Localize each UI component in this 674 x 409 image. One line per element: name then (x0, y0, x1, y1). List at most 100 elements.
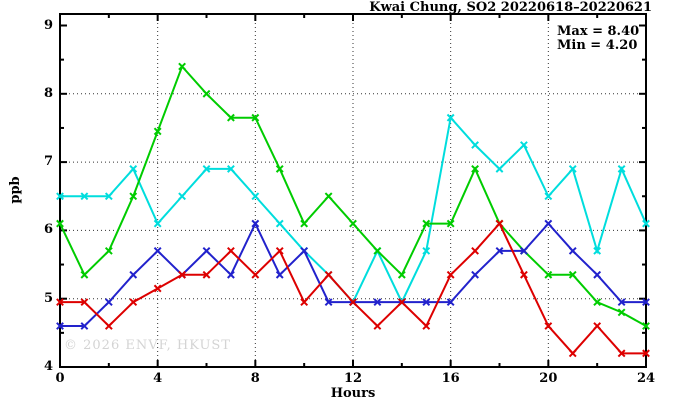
blue-series (56, 219, 650, 330)
red-series-marker (80, 298, 89, 307)
red-series (56, 219, 650, 358)
red-series-marker (227, 246, 235, 255)
x-tick-label: 12 (343, 371, 363, 386)
cyan-series-marker (642, 219, 650, 228)
blue-series-marker (251, 219, 260, 228)
green-series-marker (422, 219, 431, 228)
green-series-marker (324, 192, 333, 201)
cyan-series-marker (275, 219, 284, 228)
cyan-series-marker (422, 246, 431, 255)
green-series-marker (227, 113, 235, 122)
cyan-series-marker (617, 165, 626, 173)
blue-series-marker (275, 270, 284, 279)
blue-series-marker (56, 322, 64, 330)
green-series-marker (568, 270, 577, 279)
green-series-marker (544, 270, 553, 279)
blue-series-marker (227, 270, 235, 279)
cyan-series-marker (202, 165, 211, 173)
legend-stats: Max = 8.40 Min = 4.20 (557, 25, 639, 53)
blue-series-marker (129, 270, 138, 279)
legend-max: Max = 8.40 (557, 24, 640, 39)
x-axis-label: Hours (330, 386, 376, 401)
chart-title: Kwai Chung, SO2 20220618–20220621 (369, 0, 652, 15)
green-series-marker (446, 219, 455, 228)
cyan-series-marker (80, 192, 89, 201)
y-tick-label: 6 (43, 222, 53, 238)
y-tick-label: 4 (43, 359, 53, 374)
legend-min: Min = 4.20 (557, 38, 638, 53)
red-series-marker (56, 298, 64, 307)
blue-series-marker (153, 246, 162, 255)
blue-series-marker (373, 298, 382, 307)
cyan-series-marker (227, 165, 235, 173)
green-series-marker (104, 246, 113, 255)
blue-series-marker (300, 246, 309, 255)
y-tick-label: 5 (43, 290, 53, 306)
green-series-marker (178, 62, 186, 71)
green-series-marker (275, 165, 284, 173)
x-tick-label: 24 (636, 371, 656, 386)
x-tick-label: 20 (539, 371, 558, 386)
red-series-marker (178, 270, 186, 279)
y-axis-label: ppb (8, 176, 23, 204)
red-series-marker (471, 246, 479, 255)
blue-series-marker (544, 219, 553, 228)
green-series-marker (300, 219, 309, 228)
blue-series-marker (446, 298, 455, 307)
green-series-marker (617, 308, 626, 317)
blue-series-marker (324, 298, 333, 307)
green-series-marker (373, 246, 382, 255)
blue-series-marker (520, 246, 528, 255)
cyan-series-marker (520, 141, 528, 149)
blue-series-marker (568, 246, 577, 255)
blue-series-marker (422, 298, 431, 307)
blue-series-marker (617, 298, 626, 307)
blue-series-marker (593, 270, 602, 279)
cyan-series-marker (153, 219, 162, 228)
blue-series-marker (80, 322, 89, 330)
red-series-marker (275, 246, 284, 255)
green-series-marker (202, 89, 211, 98)
blue-series-marker (642, 298, 650, 307)
red-series-marker (153, 284, 162, 293)
cyan-series-marker (471, 141, 479, 149)
red-series-marker (495, 219, 504, 228)
green-series-marker (397, 270, 406, 279)
red-series-marker (104, 322, 113, 330)
red-series-marker (520, 270, 528, 279)
red-series-marker (642, 349, 650, 358)
red-series-marker (422, 322, 431, 330)
blue-series-marker (471, 270, 479, 279)
green-series-marker (80, 270, 89, 279)
green-series-marker (153, 127, 162, 136)
blue-series-marker (104, 298, 113, 307)
cyan-series-marker (544, 192, 553, 201)
cyan-series-marker (178, 192, 186, 201)
blue-series-marker (202, 246, 211, 255)
cyan-series-marker (251, 192, 260, 201)
blue-series-marker (495, 246, 504, 255)
x-tick-label: 16 (441, 371, 460, 386)
y-tick-label: 9 (43, 17, 53, 33)
red-series-marker (593, 322, 602, 330)
red-series-marker (251, 270, 260, 279)
green-series-marker (642, 322, 650, 330)
watermark: © 2026 ENVF, HKUST (64, 338, 231, 353)
red-series-marker (324, 270, 333, 279)
cyan-series-marker (446, 113, 455, 122)
red-series-marker (202, 270, 211, 279)
cyan-series-marker (104, 192, 113, 201)
cyan-series-marker (56, 192, 64, 201)
red-series-marker (544, 322, 553, 330)
green-series-marker (129, 192, 138, 201)
y-tick-label: 8 (43, 85, 53, 101)
cyan-series-marker (593, 246, 602, 255)
green-series-marker (593, 298, 602, 307)
red-series-marker (397, 298, 406, 307)
y-tick-label: 7 (43, 154, 53, 170)
red-series-marker (129, 298, 138, 307)
green-series-marker (471, 165, 479, 173)
green-series-marker (56, 219, 64, 228)
